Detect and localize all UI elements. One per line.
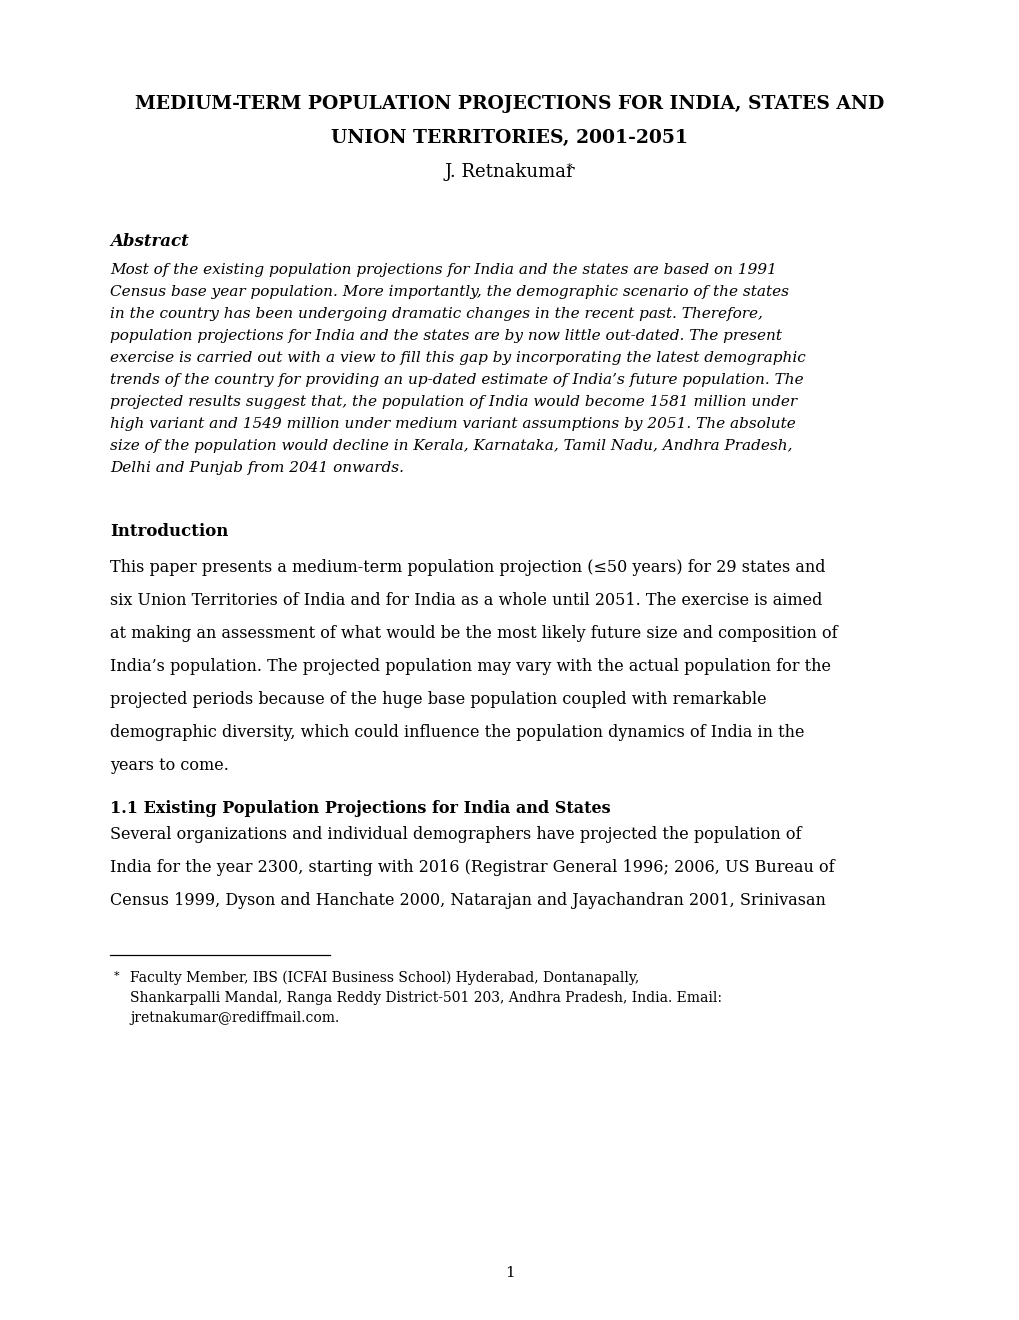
- Text: MEDIUM-TERM POPULATION PROJECTIONS FOR INDIA, STATES AND: MEDIUM-TERM POPULATION PROJECTIONS FOR I…: [136, 95, 883, 114]
- Text: six Union Territories of India and for India as a whole until 2051. The exercise: six Union Territories of India and for I…: [110, 591, 821, 609]
- Text: This paper presents a medium-term population projection (≤50 years) for 29 state: This paper presents a medium-term popula…: [110, 558, 824, 576]
- Text: Census base year population. More importantly, the demographic scenario of the s: Census base year population. More import…: [110, 285, 789, 300]
- Text: Abstract: Abstract: [110, 234, 189, 249]
- Text: *: *: [567, 162, 572, 173]
- Text: 1: 1: [504, 1266, 515, 1280]
- Text: size of the population would decline in Kerala, Karnataka, Tamil Nadu, Andhra Pr: size of the population would decline in …: [110, 440, 792, 453]
- Text: 1.1 Existing Population Projections for India and States: 1.1 Existing Population Projections for …: [110, 800, 610, 817]
- Text: *: *: [114, 972, 119, 981]
- Text: India’s population. The projected population may vary with the actual population: India’s population. The projected popula…: [110, 657, 830, 675]
- Text: Several organizations and individual demographers have projected the population : Several organizations and individual dem…: [110, 826, 801, 843]
- Text: Most of the existing population projections for India and the states are based o: Most of the existing population projecti…: [110, 263, 776, 277]
- Text: Census 1999, Dyson and Hanchate 2000, Natarajan and Jayachandran 2001, Srinivasa: Census 1999, Dyson and Hanchate 2000, Na…: [110, 892, 825, 909]
- Text: years to come.: years to come.: [110, 756, 228, 774]
- Text: demographic diversity, which could influence the population dynamics of India in: demographic diversity, which could influ…: [110, 723, 804, 741]
- Text: Shankarpalli Mandal, Ranga Reddy District-501 203, Andhra Pradesh, India. Email:: Shankarpalli Mandal, Ranga Reddy Distric…: [129, 991, 721, 1005]
- Text: projected results suggest that, the population of India would become 1581 millio: projected results suggest that, the popu…: [110, 395, 796, 409]
- Text: J. Retnakumar: J. Retnakumar: [444, 162, 575, 181]
- Text: Faculty Member, IBS (ICFAI Business School) Hyderabad, Dontanapally,: Faculty Member, IBS (ICFAI Business Scho…: [129, 972, 639, 986]
- Text: trends of the country for providing an up-dated estimate of India’s future popul: trends of the country for providing an u…: [110, 374, 803, 387]
- Text: UNION TERRITORIES, 2001-2051: UNION TERRITORIES, 2001-2051: [331, 129, 688, 147]
- Text: jretnakumar@rediffmail.com.: jretnakumar@rediffmail.com.: [129, 1011, 339, 1026]
- Text: at making an assessment of what would be the most likely future size and composi: at making an assessment of what would be…: [110, 624, 837, 642]
- Text: Delhi and Punjab from 2041 onwards.: Delhi and Punjab from 2041 onwards.: [110, 461, 404, 475]
- Text: India for the year 2300, starting with 2016 (Registrar General 1996; 2006, US Bu: India for the year 2300, starting with 2…: [110, 859, 834, 876]
- Text: in the country has been undergoing dramatic changes in the recent past. Therefor: in the country has been undergoing drama…: [110, 308, 762, 321]
- Text: population projections for India and the states are by now little out-dated. The: population projections for India and the…: [110, 329, 782, 343]
- Text: exercise is carried out with a view to fill this gap by incorporating the latest: exercise is carried out with a view to f…: [110, 351, 805, 366]
- Text: high variant and 1549 million under medium variant assumptions by 2051. The abso: high variant and 1549 million under medi…: [110, 417, 795, 432]
- Text: Introduction: Introduction: [110, 523, 228, 540]
- Text: projected periods because of the huge base population coupled with remarkable: projected periods because of the huge ba…: [110, 690, 766, 708]
